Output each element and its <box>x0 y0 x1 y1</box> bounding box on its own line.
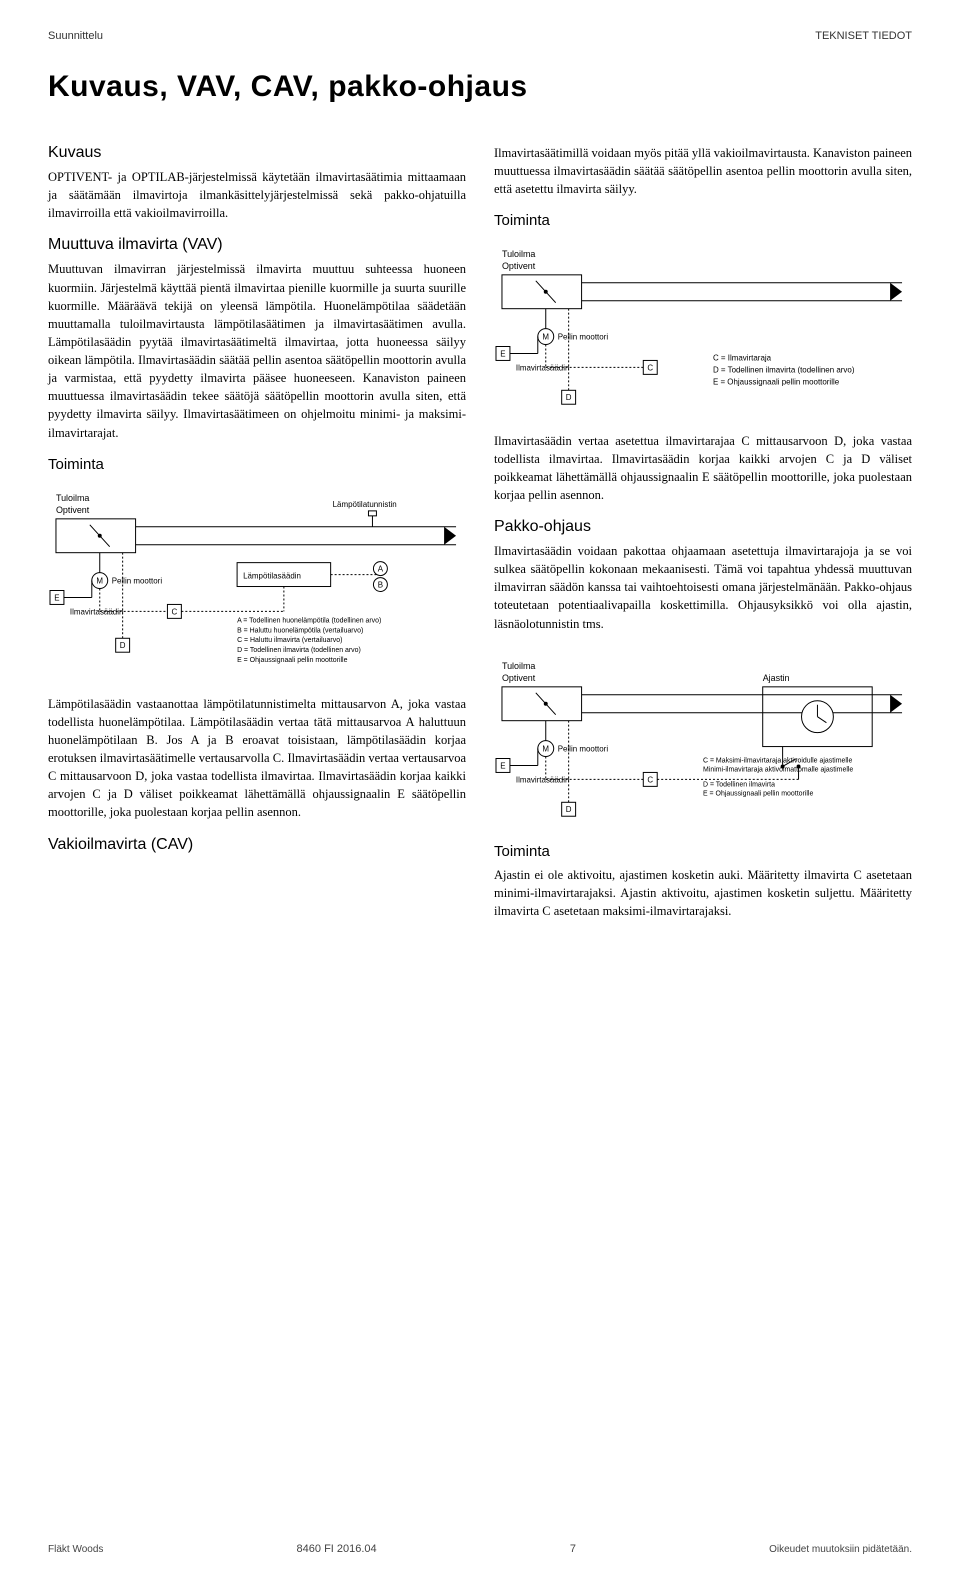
page-title: Kuvaus, VAV, CAV, pakko-ohjaus <box>48 70 912 104</box>
d2-pellin: Pellin moottori <box>558 333 609 342</box>
left-column: Kuvaus OPTIVENT- ja OPTILAB-järjestelmis… <box>48 144 466 934</box>
footer-right: Oikeudet muutoksiin pidätetään. <box>769 1544 912 1555</box>
heading-toiminta-1: Toiminta <box>48 456 466 473</box>
heading-pakko: Pakko-ohjaus <box>494 518 912 536</box>
d1-pellin: Pellin moottori <box>112 576 163 585</box>
footer-left: Fläkt Woods <box>48 1544 103 1555</box>
d3-C: C <box>647 775 653 784</box>
d1-M: M <box>96 576 103 585</box>
d1-leg-2: C = Haluttu ilmavirta (vertailuarvo) <box>237 637 342 644</box>
d3-leg-3: E = Ohjaussignaali pellin moottorille <box>703 790 813 797</box>
d3-M: M <box>542 744 549 753</box>
d2-leg-0: C = Ilmavirtaraja <box>713 354 772 363</box>
diagram-cav: Tuloilma Optivent M Pellin moottori E Il… <box>494 243 912 412</box>
right-column: Ilmavirtasäätimillä voidaan myös pitää y… <box>494 144 912 934</box>
d2-C: C <box>647 364 653 373</box>
d1-E: E <box>54 593 59 602</box>
para-kuvaus: OPTIVENT- ja OPTILAB-järjestelmissä käyt… <box>48 168 466 222</box>
d3-leg-1: Minimi-ilmavirtaraja aktivoimattomalle a… <box>703 766 853 773</box>
d1-tunn: Lämpötilatunnistin <box>333 500 397 509</box>
d3-tuloilma: Tuloilma <box>502 661 535 671</box>
d2-E: E <box>500 350 505 359</box>
d3-D: D <box>566 805 572 814</box>
d1-lampo: Lämpötilasäädin <box>243 571 301 580</box>
d1-leg-0: A = Todellinen huonelämpötila (todelline… <box>237 617 381 624</box>
d1-A: A <box>378 564 384 573</box>
d2-leg-1: D = Todellinen ilmavirta (todellinen arv… <box>713 366 855 375</box>
d3-leg-0: C = Maksimi-ilmavirtaraja aktivoidulle a… <box>703 757 852 764</box>
para-toiminta3: Ajastin ei ole aktivoitu, ajastimen kosk… <box>494 866 912 920</box>
d3-ajastin-label: Ajastin <box>763 673 790 683</box>
d2-tuloilma: Tuloilma <box>502 249 535 259</box>
d1-leg-1: B = Haluttu huonelämpötila (vertailuarvo… <box>237 627 363 634</box>
d1-tuloilma: Tuloilma <box>56 493 89 503</box>
footer-page-num: 7 <box>570 1543 576 1555</box>
diagram-pakko: Tuloilma Optivent M Pellin moottori E Il… <box>494 655 912 824</box>
d1-optivent: Optivent <box>56 505 90 515</box>
d3-leg-2: D = Todellinen ilmavirta <box>703 781 775 788</box>
para-cav: Ilmavirtasäätimillä voidaan myös pitää y… <box>494 144 912 198</box>
header-right: TEKNISET TIEDOT <box>815 30 912 42</box>
para-toiminta2: Ilmavirtasäädin vertaa asetettua ilmavir… <box>494 432 912 505</box>
d2-ilmav: Ilmavirtasäädin <box>516 364 570 373</box>
footer-doc-id: 8460 FI 2016.04 <box>297 1543 377 1555</box>
heading-vav: Muuttuva ilmavirta (VAV) <box>48 236 466 254</box>
heading-toiminta-3: Toiminta <box>494 843 912 860</box>
d3-E: E <box>500 761 505 770</box>
heading-kuvaus: Kuvaus <box>48 144 466 162</box>
d3-pellin: Pellin moottori <box>558 744 609 753</box>
heading-toiminta-2: Toiminta <box>494 212 912 229</box>
d1-D: D <box>120 641 126 650</box>
diagram-vav: Tuloilma Optivent M Pellin moottori E Il… <box>48 487 466 676</box>
footer: Fläkt Woods 8460 FI 2016.04 7 Oikeudet m… <box>48 1543 912 1555</box>
d1-B: B <box>378 580 383 589</box>
d1-ilmav: Ilmavirtasäädin <box>70 607 123 616</box>
para-vav: Muuttuvan ilmavirran järjestelmissä ilma… <box>48 260 466 441</box>
para-toiminta1: Lämpötilasäädin vastaanottaa lämpötilatu… <box>48 695 466 822</box>
d2-leg-2: E = Ohjaussignaali pellin moottorille <box>713 378 840 387</box>
d1-leg-4: E = Ohjaussignaali pellin moottorille <box>237 657 347 664</box>
d1-leg-3: D = Todellinen ilmavirta (todellinen arv… <box>237 647 361 654</box>
para-pakko: Ilmavirtasäädin voidaan pakottaa ohjaama… <box>494 542 912 633</box>
d2-M: M <box>542 333 549 342</box>
header-left: Suunnittelu <box>48 30 103 42</box>
d3-ilmav: Ilmavirtasäädin <box>516 775 570 784</box>
d1-C: C <box>172 607 178 616</box>
d2-optivent: Optivent <box>502 261 536 271</box>
d3-optivent: Optivent <box>502 673 536 683</box>
heading-cav: Vakioilmavirta (CAV) <box>48 836 466 854</box>
d2-D: D <box>566 394 572 403</box>
